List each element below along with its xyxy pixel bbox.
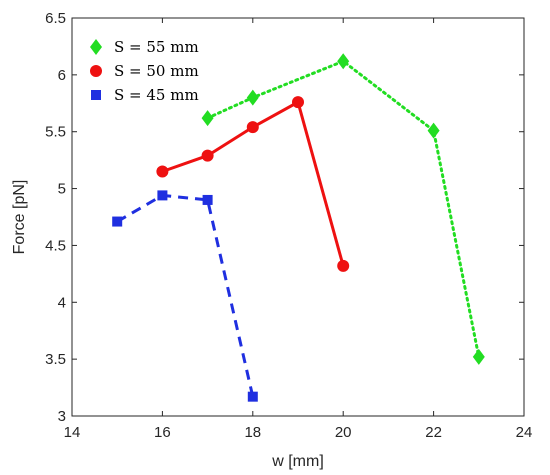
data-point-0-0 — [201, 110, 214, 127]
data-point-0-3 — [427, 122, 440, 139]
data-point-1-2 — [246, 121, 259, 134]
x-tick-label-4: 22 — [425, 424, 442, 441]
data-point-2-0 — [112, 216, 123, 227]
series-line-2 — [116, 193, 255, 398]
legend-label-2: S = 45 mm — [114, 86, 199, 104]
x-tick-label-2: 18 — [244, 424, 261, 441]
data-point-1-4 — [337, 259, 350, 272]
x-axis-label: w [mm] — [271, 453, 324, 470]
series-0 — [201, 53, 485, 365]
plot-area — [71, 17, 525, 417]
legend-entry-2: S = 45 mm — [91, 86, 199, 104]
series-1 — [156, 96, 350, 272]
y-tick-label-7: 6.5 — [45, 10, 66, 27]
data-point-0-1 — [246, 89, 259, 106]
legend-entry-1: S = 50 mm — [90, 62, 199, 80]
y-tick-label-5: 5.5 — [45, 124, 66, 141]
x-tick-label-0: 14 — [64, 424, 81, 441]
data-point-0-2 — [337, 53, 350, 70]
data-point-0-4 — [472, 348, 485, 365]
legend: S = 55 mm S = 50 mm S = 45 mm — [90, 38, 199, 104]
x-tick-label-1: 16 — [154, 424, 171, 441]
data-point-1-0 — [156, 165, 169, 178]
data-point-2-1 — [157, 190, 168, 201]
legend-entry-0: S = 55 mm — [90, 38, 199, 56]
legend-label-0: S = 55 mm — [114, 38, 199, 56]
legend-marker-2 — [91, 90, 101, 100]
legend-label-1: S = 50 mm — [114, 62, 199, 80]
y-tick-label-2: 4 — [58, 294, 66, 311]
x-tick-label-5: 24 — [516, 424, 533, 441]
y-tick-label-0: 3 — [58, 408, 66, 425]
y-tick-label-1: 3.5 — [45, 351, 66, 368]
series-layer — [112, 53, 485, 402]
data-point-1-1 — [201, 149, 214, 162]
series-2 — [112, 190, 258, 402]
legend-marker-1 — [90, 65, 102, 77]
axis-ticks: 14 16 18 20 22 24 3 3.5 4 4.5 5 5.5 6 6.5 — [45, 10, 532, 441]
y-tick-label-6: 6 — [58, 67, 66, 84]
data-point-2-3 — [247, 391, 258, 402]
data-point-2-2 — [202, 194, 213, 205]
y-tick-label-3: 4.5 — [45, 237, 66, 254]
data-point-1-3 — [292, 96, 304, 109]
x-tick-label-3: 20 — [335, 424, 352, 441]
legend-marker-0 — [90, 39, 102, 55]
y-axis-label: Force [pN] — [11, 180, 28, 255]
y-tick-label-4: 5 — [58, 181, 66, 198]
